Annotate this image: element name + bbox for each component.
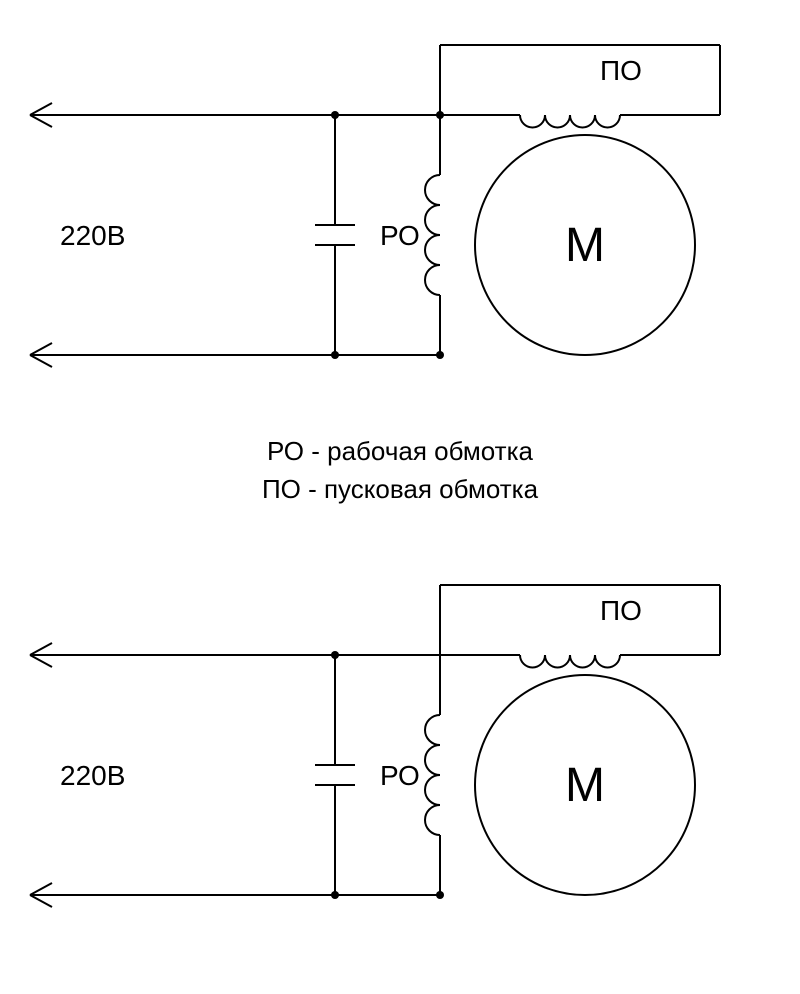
- circuit-diagram: М 220В РО ПО М 220В РО ПО РО - рабочая обмотка ПО…: [0, 0, 800, 994]
- motor-label: М: [565, 759, 605, 812]
- po-label: ПО: [600, 595, 642, 626]
- ro-label: РО: [380, 760, 420, 791]
- po-label: ПО: [600, 55, 642, 86]
- voltage-label: 220В: [60, 760, 125, 791]
- legend-po: ПО - пусковая обмотка: [262, 474, 539, 504]
- voltage-label: 220В: [60, 220, 125, 251]
- ro-label: РО: [380, 220, 420, 251]
- legend-ro: РО - рабочая обмотка: [267, 436, 534, 466]
- motor-label: М: [565, 219, 605, 272]
